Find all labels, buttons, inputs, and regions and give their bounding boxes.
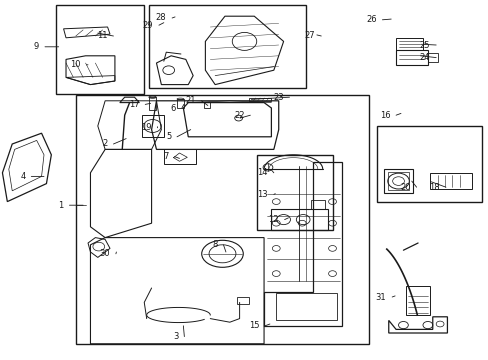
Text: 11: 11 xyxy=(97,31,107,40)
Text: 10: 10 xyxy=(70,60,81,69)
Text: 31: 31 xyxy=(375,292,386,302)
Text: 22: 22 xyxy=(234,111,244,120)
Text: 4: 4 xyxy=(20,172,25,181)
Bar xyxy=(256,155,332,230)
Text: 7: 7 xyxy=(163,152,168,161)
Text: 21: 21 xyxy=(185,96,195,105)
Text: 18: 18 xyxy=(428,183,439,192)
Bar xyxy=(376,126,481,202)
Text: 17: 17 xyxy=(128,100,139,109)
Text: 15: 15 xyxy=(248,321,259,330)
Text: 8: 8 xyxy=(212,240,217,249)
Text: 25: 25 xyxy=(419,40,429,49)
Text: 20: 20 xyxy=(400,183,410,192)
Text: 5: 5 xyxy=(165,132,171,141)
Bar xyxy=(56,5,144,94)
Bar xyxy=(149,5,305,88)
Text: 2: 2 xyxy=(102,139,107,148)
Text: 1: 1 xyxy=(58,201,63,210)
Text: 23: 23 xyxy=(272,93,283,102)
Text: 12: 12 xyxy=(268,215,278,224)
Text: 14: 14 xyxy=(257,168,267,177)
Text: 24: 24 xyxy=(419,53,429,62)
Text: 6: 6 xyxy=(170,104,176,112)
Text: 28: 28 xyxy=(155,13,166,22)
Bar xyxy=(76,95,368,344)
Text: 3: 3 xyxy=(173,332,178,341)
Text: 16: 16 xyxy=(379,111,389,120)
Text: 13: 13 xyxy=(257,190,267,199)
Text: 29: 29 xyxy=(142,21,153,30)
Text: 19: 19 xyxy=(141,123,151,132)
Text: 9: 9 xyxy=(34,42,39,51)
Text: 26: 26 xyxy=(365,15,376,24)
Text: 30: 30 xyxy=(99,249,110,258)
Text: 27: 27 xyxy=(304,31,315,40)
